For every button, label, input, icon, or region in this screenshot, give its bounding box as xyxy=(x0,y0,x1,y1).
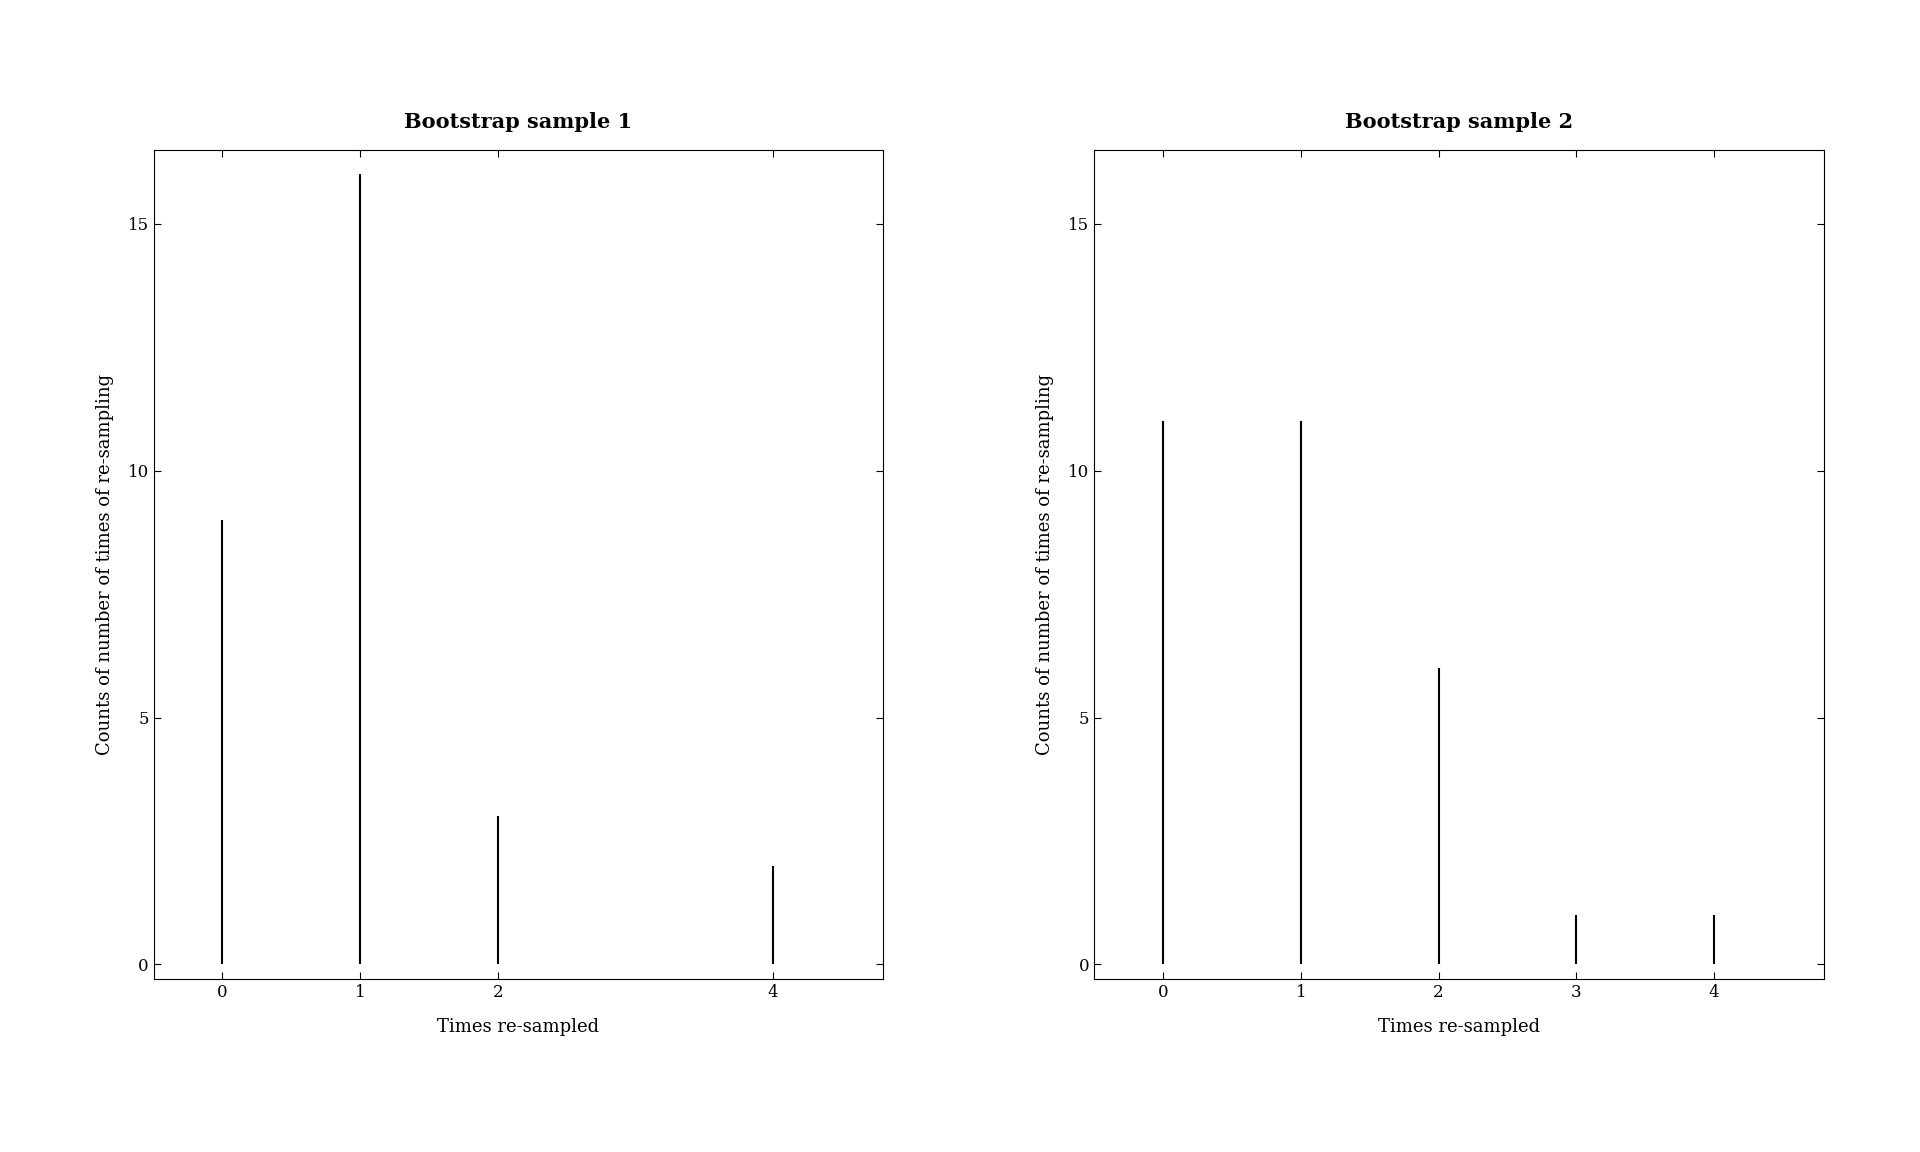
Title: Bootstrap sample 2: Bootstrap sample 2 xyxy=(1346,112,1572,131)
X-axis label: Times re-sampled: Times re-sampled xyxy=(1379,1017,1540,1036)
Y-axis label: Counts of number of times of re-sampling: Counts of number of times of re-sampling xyxy=(96,374,113,755)
Title: Bootstrap sample 1: Bootstrap sample 1 xyxy=(405,112,632,131)
X-axis label: Times re-sampled: Times re-sampled xyxy=(438,1017,599,1036)
Y-axis label: Counts of number of times of re-sampling: Counts of number of times of re-sampling xyxy=(1037,374,1054,755)
